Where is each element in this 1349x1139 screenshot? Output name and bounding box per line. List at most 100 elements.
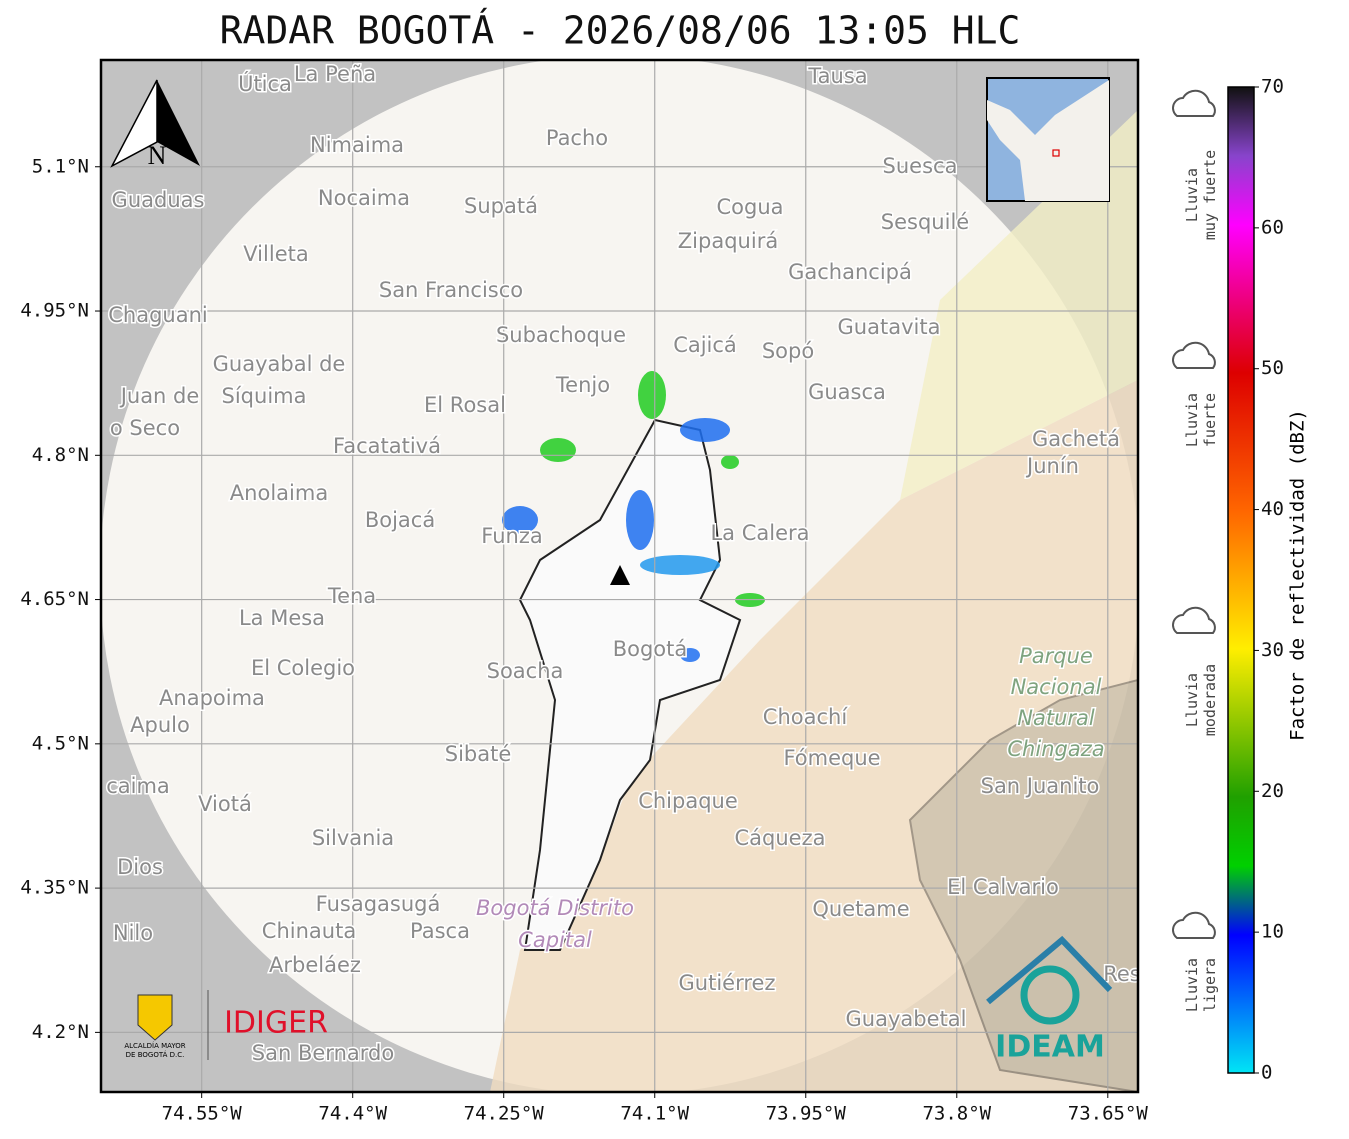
- cloud-icon: [1172, 606, 1216, 634]
- title: RADAR BOGOTÁ - 2026/08/06 13:05 HLC: [220, 9, 1021, 53]
- place-label: Fómeque: [783, 746, 880, 770]
- x-tick-label: 73.95°W: [766, 1103, 847, 1125]
- place-label: Juan de: [119, 384, 200, 408]
- place-label: Pacho: [546, 126, 608, 150]
- map-frame: [99, 58, 1140, 1094]
- place-label: Sopó: [762, 339, 814, 363]
- idiger-logo: IDIGER: [224, 1006, 328, 1041]
- radar-site: [610, 565, 630, 585]
- place-label: Nimaima: [310, 133, 404, 157]
- place-label: Soacha: [487, 659, 564, 683]
- place-label: caima: [106, 774, 170, 798]
- place-label: Tenjo: [555, 373, 610, 397]
- y-tick-label: 4.8°N: [32, 444, 89, 466]
- department-boundary: [908, 678, 1138, 1092]
- rain-label: ligera: [1201, 958, 1219, 1012]
- place-label: Nocaima: [318, 186, 410, 210]
- place-label: La Peña: [294, 62, 376, 86]
- place-label: Síquima: [222, 384, 307, 408]
- place-label: Chinauta: [262, 919, 356, 943]
- place-label: Facatativá: [333, 434, 441, 458]
- place-label: o Seco: [110, 416, 180, 440]
- x-tick-label: 74.25°W: [464, 1103, 545, 1125]
- place-label: Anapoima: [159, 686, 265, 710]
- alcaldia-logo: ALCALDÍA MAYOR DE BOGOTÁ D.C. IDIGER: [124, 990, 328, 1060]
- place-label: San Juanito: [981, 774, 1100, 798]
- place-label: Arbeláez: [269, 953, 361, 977]
- rain-label: muy fuerte: [1201, 150, 1219, 240]
- place-label: La Mesa: [239, 606, 325, 630]
- rain-label: Lluvia: [1183, 673, 1201, 727]
- place-label: Útica: [238, 71, 292, 96]
- rain-label: Lluvia: [1183, 168, 1201, 222]
- colorbar-label: Factor de reflectividad (dBZ): [1287, 409, 1309, 741]
- place-label: Cáqueza: [735, 826, 826, 850]
- place-label: Nilo: [113, 921, 153, 945]
- district-label: Bogotá Distrito: [476, 896, 634, 920]
- place-label: San Francisco: [379, 278, 523, 302]
- place-label: Gutiérrez: [679, 971, 776, 995]
- place-label: Zipaquirá: [678, 229, 778, 253]
- colorbar-tick-label: 40: [1261, 498, 1284, 520]
- rain-label: fuerte: [1201, 393, 1219, 447]
- place-label: Subachoque: [496, 323, 626, 347]
- map-area: Útica La Peña Tausa Pacho Nimaima Guaduas Noca…: [101, 60, 1141, 1092]
- place-label: El Calvario: [947, 875, 1059, 899]
- colorbar-tick-label: 10: [1261, 921, 1284, 943]
- north-label: N: [148, 141, 167, 170]
- place-label: Tausa: [807, 64, 867, 88]
- place-label: Sesquilé: [881, 210, 969, 234]
- y-tick-label: 5.1°N: [32, 155, 89, 177]
- park-label: Chingaza: [1007, 737, 1104, 761]
- place-label: Silvania: [312, 826, 394, 850]
- ideam-text: IDEAM: [995, 1030, 1105, 1065]
- y-tick-label: 4.65°N: [20, 588, 89, 610]
- x-tick-label: 73.8°W: [922, 1103, 991, 1125]
- park-label: Parque: [1019, 644, 1093, 668]
- rain-label: Lluvia: [1183, 393, 1201, 447]
- inset-map: [986, 77, 1110, 202]
- place-label: Bojacá: [365, 508, 435, 532]
- place-label: Choachí: [763, 705, 849, 729]
- east-terrain: [490, 380, 1138, 1092]
- grid: [101, 60, 1138, 1092]
- colorbar-tick-label: 50: [1261, 357, 1284, 379]
- place-label: Res: [1103, 962, 1141, 986]
- place-label: Viotá: [198, 792, 252, 816]
- place-label: Tena: [327, 584, 376, 608]
- rain-label: Lluvia: [1183, 958, 1201, 1012]
- y-tick-label: 4.35°N: [20, 877, 89, 899]
- east-plain: [900, 110, 1138, 500]
- place-label: Anolaima: [230, 481, 328, 505]
- place-label: Funza: [481, 524, 542, 548]
- alcaldia-text: DE BOGOTÁ D.C.: [126, 1050, 185, 1059]
- place-label: Guatavita: [838, 315, 941, 339]
- alcaldia-text: ALCALDÍA MAYOR: [124, 1041, 185, 1050]
- place-label: El Colegio: [251, 656, 355, 680]
- place-label: Chipaque: [638, 789, 738, 813]
- radar-echoes: [502, 371, 765, 662]
- district-label: Capital: [518, 928, 592, 952]
- place-label: San Bernardo: [252, 1041, 394, 1065]
- y-tick-label: 4.5°N: [32, 732, 89, 754]
- place-label: Fusagasugá: [316, 892, 441, 916]
- cloud-icon: [1172, 89, 1216, 117]
- x-tick-label: 74.4°W: [318, 1103, 387, 1125]
- cloud-icon: [1172, 341, 1216, 369]
- park-label: Natural: [1017, 706, 1095, 730]
- place-label: Gachetá: [1032, 427, 1120, 451]
- colorbar-tick-label: 60: [1261, 216, 1284, 238]
- place-label: Supatá: [464, 194, 538, 218]
- place-label: Chaguani: [108, 303, 208, 327]
- north-arrow: N: [110, 79, 200, 170]
- place-label: El Rosal: [424, 393, 506, 417]
- places: Útica La Peña Tausa Pacho Nimaima Guaduas Noca…: [105, 61, 1141, 1067]
- place-label: Guaduas: [112, 188, 205, 212]
- x-tick-label: 74.55°W: [162, 1103, 243, 1125]
- place-label: Junín: [1025, 454, 1079, 478]
- place-label: Guayabetal: [846, 1007, 967, 1031]
- place-label: La Calera: [710, 521, 809, 545]
- place-label: Gachancipá: [788, 260, 912, 284]
